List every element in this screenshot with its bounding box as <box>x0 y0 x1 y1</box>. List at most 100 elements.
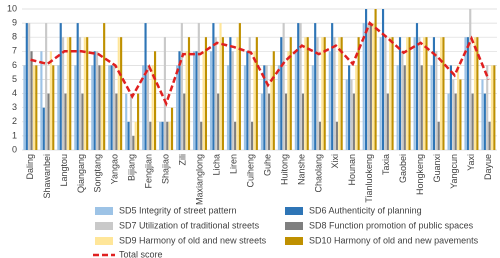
bar <box>379 37 382 151</box>
bar <box>381 9 385 150</box>
bar <box>120 37 123 151</box>
bar <box>267 93 271 150</box>
bar <box>384 37 387 151</box>
bar <box>452 79 455 150</box>
bar <box>246 51 249 150</box>
bar <box>401 51 404 150</box>
bar <box>30 51 33 150</box>
bar <box>294 51 297 150</box>
bar <box>98 65 101 150</box>
bar <box>350 79 353 150</box>
bar <box>204 37 208 151</box>
legend-label: SD8 Function promotion of public spaces <box>309 220 474 230</box>
x-tick-label: Dayue <box>483 154 493 180</box>
bar <box>125 93 128 150</box>
bar <box>493 65 496 150</box>
x-tick-label: Liren <box>228 154 238 174</box>
y-tick-label: 7 <box>12 46 17 56</box>
y-tick-label: 4 <box>12 88 17 98</box>
bar <box>132 135 135 150</box>
bar <box>76 23 79 151</box>
x-tick-label: Bijiang <box>127 154 137 181</box>
bar <box>185 51 188 150</box>
bar <box>316 37 319 151</box>
bar <box>197 23 200 151</box>
bar <box>415 23 419 151</box>
bar <box>115 93 118 150</box>
bar <box>23 65 26 150</box>
bar <box>265 65 268 150</box>
bar <box>352 93 355 150</box>
bar <box>345 79 348 150</box>
bar <box>193 51 196 150</box>
bar <box>95 51 99 150</box>
x-tick-label: Cuiheng <box>245 154 255 188</box>
x-tick-label: Shawanbei <box>42 154 52 199</box>
bar <box>270 65 273 150</box>
bar <box>490 65 494 150</box>
bar <box>398 37 402 151</box>
bar <box>180 23 183 151</box>
bar <box>340 37 343 151</box>
bar <box>323 37 326 151</box>
bar <box>62 37 65 151</box>
bar <box>49 51 52 150</box>
x-tick-label: Chaolang <box>313 154 323 193</box>
bar <box>214 37 217 151</box>
bar <box>442 37 445 151</box>
bar <box>418 37 421 151</box>
legend-swatch <box>285 222 303 230</box>
y-tick-label: 6 <box>12 60 17 70</box>
bar <box>69 37 72 151</box>
bar <box>142 65 145 150</box>
bar <box>134 121 137 150</box>
bar <box>287 51 290 150</box>
bar <box>432 37 436 151</box>
bar <box>272 51 275 150</box>
y-tick-label: 3 <box>12 102 17 112</box>
bar <box>47 93 50 150</box>
legend-swatch <box>285 207 303 215</box>
x-tick-label: Xixi <box>330 154 340 169</box>
bar <box>86 37 89 151</box>
bar <box>447 93 450 150</box>
bar <box>176 65 179 150</box>
bar <box>35 65 38 150</box>
bar <box>289 37 292 151</box>
bar <box>372 23 375 151</box>
bar <box>217 93 220 150</box>
bar <box>149 121 152 150</box>
bar <box>91 65 94 150</box>
bar <box>464 37 467 151</box>
bar <box>236 37 239 151</box>
bar <box>166 121 169 150</box>
legend-label: SD9 Harmony of old and new streets <box>119 235 267 245</box>
bar <box>64 93 67 150</box>
bar <box>301 93 305 150</box>
x-tick-label: Yaxi <box>466 154 476 171</box>
x-tick-label: Yangcun <box>449 154 459 189</box>
x-tick-label: Taxia <box>381 154 391 175</box>
bar <box>260 93 263 150</box>
bar <box>255 37 258 151</box>
bar <box>253 51 256 150</box>
y-tick-label: 9 <box>12 17 17 27</box>
bar <box>277 65 280 150</box>
y-tick-label: 2 <box>12 116 17 126</box>
bar <box>469 9 472 150</box>
bar <box>100 65 103 150</box>
bar <box>170 107 174 150</box>
legend-label: SD5 Integrity of street pattern <box>119 205 237 215</box>
bar <box>144 23 147 151</box>
bar <box>459 79 462 150</box>
x-tick-label: Hounan <box>347 154 357 186</box>
bar <box>311 65 314 150</box>
bar <box>168 121 171 150</box>
bar <box>413 37 416 151</box>
bar <box>488 121 491 150</box>
bar <box>137 93 140 150</box>
x-tick-label: Licha <box>211 154 221 176</box>
bar <box>297 23 300 151</box>
bar <box>314 23 317 151</box>
